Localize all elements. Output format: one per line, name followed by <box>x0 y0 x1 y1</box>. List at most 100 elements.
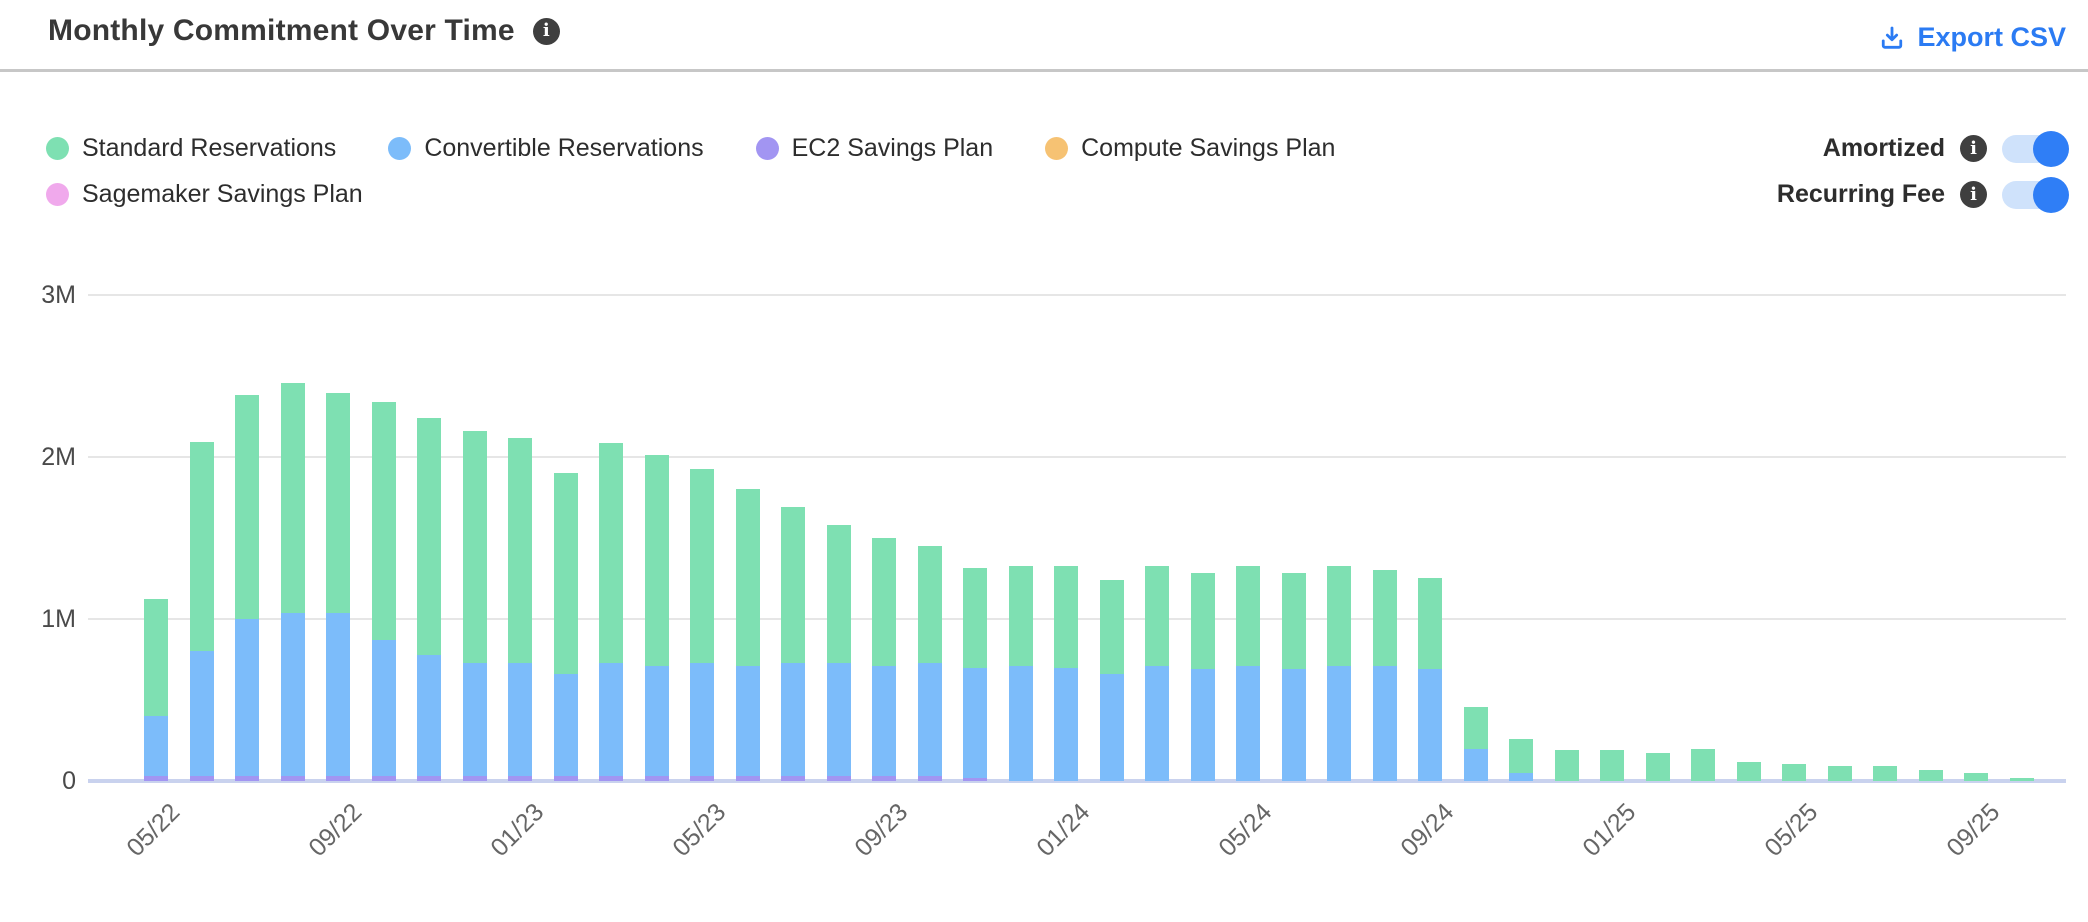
bar-09-22-segment-standard-reservations[interactable] <box>326 393 350 613</box>
bar-03-24-segment-convertible-reservations[interactable] <box>1145 666 1169 781</box>
bar-10-24-segment-convertible-reservations[interactable] <box>1464 749 1488 781</box>
bar-12-22-segment-convertible-reservations[interactable] <box>463 663 487 776</box>
bar-06-25-segment-standard-reservations[interactable] <box>1828 766 1852 781</box>
bar-06-24-segment-standard-reservations[interactable] <box>1282 573 1306 669</box>
bar-08-23-segment-convertible-reservations[interactable] <box>827 663 851 776</box>
bar-11-24-segment-standard-reservations[interactable] <box>1509 739 1533 773</box>
bar-05-22-segment-ec2-savings-plan[interactable] <box>144 776 168 781</box>
bar-06-23-segment-ec2-savings-plan[interactable] <box>736 776 760 781</box>
bar-07-24-segment-convertible-reservations[interactable] <box>1327 666 1351 781</box>
bar-02-25-segment-standard-reservations[interactable] <box>1646 753 1670 781</box>
bar-01-25-segment-standard-reservations[interactable] <box>1600 750 1624 781</box>
bar-07-22-segment-convertible-reservations[interactable] <box>235 619 259 776</box>
bar-03-23-segment-convertible-reservations[interactable] <box>599 663 623 776</box>
bar-08-23-segment-ec2-savings-plan[interactable] <box>827 776 851 781</box>
bar-05-23-segment-convertible-reservations[interactable] <box>690 663 714 776</box>
bar-07-23-segment-convertible-reservations[interactable] <box>781 663 805 776</box>
bar-09-23-segment-ec2-savings-plan[interactable] <box>872 776 896 781</box>
bar-05-23-segment-standard-reservations[interactable] <box>690 469 714 663</box>
bar-04-23-segment-convertible-reservations[interactable] <box>645 666 669 776</box>
bar-07-23-segment-standard-reservations[interactable] <box>781 507 805 663</box>
bar-11-23-segment-convertible-reservations[interactable] <box>963 668 987 778</box>
bar-06-23-segment-standard-reservations[interactable] <box>736 489 760 666</box>
bar-10-23-segment-standard-reservations[interactable] <box>918 546 942 663</box>
legend-item-convertible-reservations[interactable]: Convertible Reservations <box>388 134 704 163</box>
bar-06-22-segment-ec2-savings-plan[interactable] <box>190 776 214 781</box>
bar-05-25-segment-standard-reservations[interactable] <box>1782 764 1806 781</box>
bar-02-24-segment-standard-reservations[interactable] <box>1100 580 1124 674</box>
bar-09-23-segment-standard-reservations[interactable] <box>872 538 896 666</box>
bar-10-23-segment-convertible-reservations[interactable] <box>918 663 942 776</box>
bar-12-24-segment-standard-reservations[interactable] <box>1555 750 1579 781</box>
recurring-fee-info-icon[interactable] <box>1960 181 1987 208</box>
bar-11-22-segment-ec2-savings-plan[interactable] <box>417 776 441 781</box>
bar-06-24-segment-convertible-reservations[interactable] <box>1282 669 1306 781</box>
bar-04-23-segment-ec2-savings-plan[interactable] <box>645 776 669 781</box>
bar-05-22-segment-convertible-reservations[interactable] <box>144 716 168 776</box>
bar-05-24-segment-convertible-reservations[interactable] <box>1236 666 1260 781</box>
bar-12-22-segment-ec2-savings-plan[interactable] <box>463 776 487 781</box>
bar-10-24-segment-standard-reservations[interactable] <box>1464 707 1488 749</box>
legend-item-sagemaker-savings-plan[interactable]: Sagemaker Savings Plan <box>46 180 363 209</box>
bar-07-25-segment-standard-reservations[interactable] <box>1873 766 1897 781</box>
bar-09-24-segment-standard-reservations[interactable] <box>1418 578 1442 669</box>
bar-01-23-segment-ec2-savings-plan[interactable] <box>508 776 532 781</box>
recurring-fee-toggle[interactable] <box>2002 176 2069 213</box>
bar-09-22-segment-convertible-reservations[interactable] <box>326 612 350 776</box>
amortized-toggle[interactable] <box>2002 130 2069 167</box>
bar-08-25-segment-standard-reservations[interactable] <box>1919 770 1943 781</box>
bar-09-25-segment-standard-reservations[interactable] <box>1964 773 1988 781</box>
legend-item-compute-savings-plan[interactable]: Compute Savings Plan <box>1045 134 1335 163</box>
bar-10-22-segment-standard-reservations[interactable] <box>372 402 396 640</box>
bar-05-24-segment-standard-reservations[interactable] <box>1236 566 1260 666</box>
bar-03-23-segment-standard-reservations[interactable] <box>599 443 623 663</box>
bar-02-24-segment-convertible-reservations[interactable] <box>1100 674 1124 781</box>
bar-06-22-segment-standard-reservations[interactable] <box>190 442 214 651</box>
export-csv-button[interactable]: Export CSV <box>1878 22 2066 53</box>
bar-11-22-segment-convertible-reservations[interactable] <box>417 654 441 776</box>
bar-09-22-segment-ec2-savings-plan[interactable] <box>326 776 350 781</box>
bar-04-24-segment-standard-reservations[interactable] <box>1191 573 1215 669</box>
bar-08-22-segment-standard-reservations[interactable] <box>281 383 305 613</box>
bar-12-23-segment-standard-reservations[interactable] <box>1009 566 1033 666</box>
bar-01-24-segment-standard-reservations[interactable] <box>1054 566 1078 668</box>
bar-11-23-segment-standard-reservations[interactable] <box>963 568 987 668</box>
bar-08-22-segment-convertible-reservations[interactable] <box>281 612 305 776</box>
bar-04-24-segment-convertible-reservations[interactable] <box>1191 669 1215 781</box>
bar-11-24-segment-convertible-reservations[interactable] <box>1509 773 1533 781</box>
bar-03-25-segment-standard-reservations[interactable] <box>1691 749 1715 781</box>
bar-08-22-segment-ec2-savings-plan[interactable] <box>281 776 305 781</box>
bar-02-23-segment-standard-reservations[interactable] <box>554 473 578 674</box>
bar-02-23-segment-ec2-savings-plan[interactable] <box>554 776 578 781</box>
bar-04-25-segment-standard-reservations[interactable] <box>1737 762 1761 781</box>
bar-04-23-segment-standard-reservations[interactable] <box>645 455 669 666</box>
bar-01-24-segment-convertible-reservations[interactable] <box>1054 668 1078 781</box>
bar-05-22-segment-standard-reservations[interactable] <box>144 599 168 716</box>
bar-07-24-segment-standard-reservations[interactable] <box>1327 566 1351 666</box>
bar-03-23-segment-ec2-savings-plan[interactable] <box>599 776 623 781</box>
bar-08-24-segment-standard-reservations[interactable] <box>1373 570 1397 666</box>
bar-10-22-segment-convertible-reservations[interactable] <box>372 640 396 776</box>
bar-02-23-segment-convertible-reservations[interactable] <box>554 674 578 776</box>
title-info-icon[interactable] <box>532 17 560 45</box>
bar-06-22-segment-convertible-reservations[interactable] <box>190 651 214 776</box>
bar-12-23-segment-convertible-reservations[interactable] <box>1009 666 1033 781</box>
bar-11-22-segment-standard-reservations[interactable] <box>417 418 441 655</box>
bar-01-23-segment-standard-reservations[interactable] <box>508 438 532 663</box>
bar-09-24-segment-convertible-reservations[interactable] <box>1418 669 1442 781</box>
amortized-info-icon[interactable] <box>1960 135 1987 162</box>
bar-01-23-segment-convertible-reservations[interactable] <box>508 663 532 776</box>
bar-09-23-segment-convertible-reservations[interactable] <box>872 666 896 776</box>
bar-03-24-segment-standard-reservations[interactable] <box>1145 566 1169 666</box>
bar-05-23-segment-ec2-savings-plan[interactable] <box>690 776 714 781</box>
bar-10-23-segment-ec2-savings-plan[interactable] <box>918 776 942 781</box>
bar-07-22-segment-ec2-savings-plan[interactable] <box>235 776 259 781</box>
bar-12-22-segment-standard-reservations[interactable] <box>463 431 487 663</box>
bar-08-24-segment-convertible-reservations[interactable] <box>1373 666 1397 781</box>
bar-10-25-segment-standard-reservations[interactable] <box>2010 778 2034 781</box>
legend-item-standard-reservations[interactable]: Standard Reservations <box>46 134 336 163</box>
bar-08-23-segment-standard-reservations[interactable] <box>827 525 851 663</box>
legend-item-ec2-savings-plan[interactable]: EC2 Savings Plan <box>755 134 993 163</box>
bar-07-23-segment-ec2-savings-plan[interactable] <box>781 776 805 781</box>
bar-06-23-segment-convertible-reservations[interactable] <box>736 666 760 776</box>
